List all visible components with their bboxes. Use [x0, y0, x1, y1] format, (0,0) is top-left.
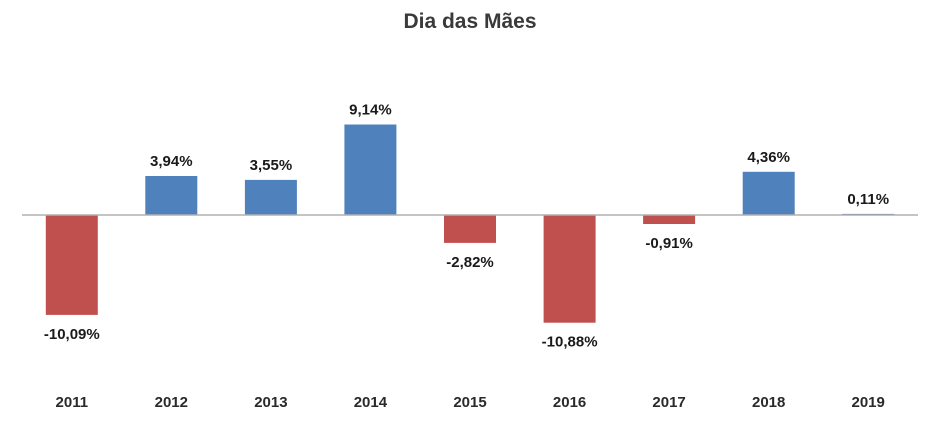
data-label-2012: 3,94%: [150, 153, 193, 170]
bar-2014: [344, 124, 397, 215]
x-tick-label-2017: 2017: [652, 394, 685, 411]
bar-2018: [742, 171, 795, 215]
data-label-2019: 0,11%: [847, 191, 889, 208]
chart-title: Dia das Mães: [403, 10, 537, 33]
x-tick-label-2018: 2018: [752, 394, 785, 411]
data-label-2016: -10,88%: [542, 334, 598, 351]
data-label-2011: -10,09%: [44, 326, 100, 343]
bar-2016: [543, 215, 596, 323]
data-label-2018: 4,36%: [747, 149, 790, 166]
data-labels-group: -10,09% 3,94% 3,55% 9,14% -2,82% -10,88% -0,91…: [44, 102, 889, 351]
bar-2011: [45, 215, 98, 315]
x-tick-label-2013: 2013: [254, 394, 287, 411]
bar-2013: [244, 179, 297, 215]
x-tick-labels-group: 2011 2012 2013 2014 2015 2016 2017 2018 2019: [56, 394, 885, 411]
data-label-2013: 3,55%: [250, 157, 293, 174]
bars-group: [45, 124, 895, 323]
x-tick-label-2011: 2011: [56, 394, 89, 411]
data-label-2014: 9,14%: [349, 102, 392, 119]
x-tick-label-2015: 2015: [453, 394, 486, 411]
bar-2015: [444, 215, 496, 243]
x-tick-label-2014: 2014: [354, 394, 388, 411]
data-label-2017: -0,91%: [645, 235, 693, 252]
x-tick-label-2019: 2019: [852, 394, 885, 411]
bar-2012: [145, 176, 198, 215]
bar-2017: [643, 215, 696, 224]
data-label-2015: -2,82%: [446, 254, 494, 271]
x-tick-label-2012: 2012: [155, 394, 188, 411]
x-tick-label-2016: 2016: [553, 394, 586, 411]
